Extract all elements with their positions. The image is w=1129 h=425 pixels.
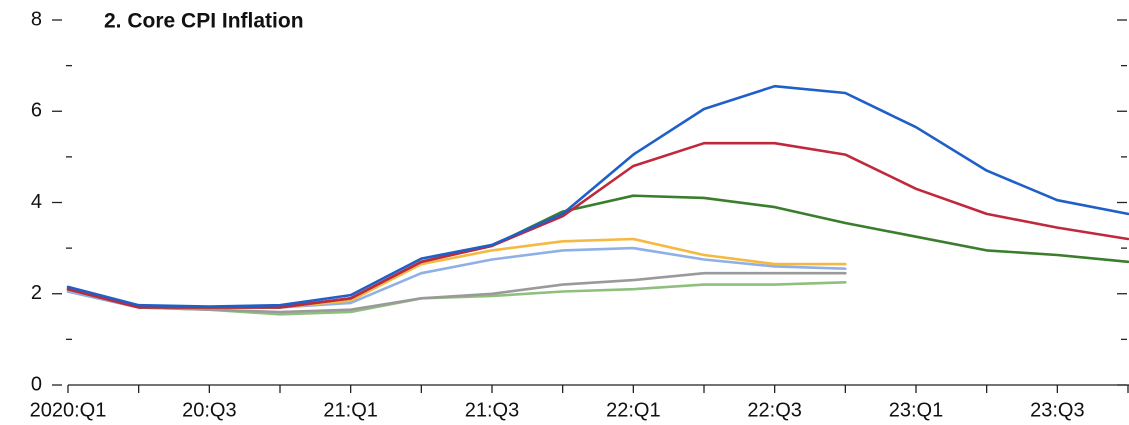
y-tick-label: 0 bbox=[31, 373, 42, 395]
x-tick-label: 23:Q1 bbox=[889, 399, 943, 421]
y-tick-label: 2 bbox=[31, 282, 42, 304]
x-tick-label: 21:Q3 bbox=[465, 399, 519, 421]
series-line bbox=[66, 271, 847, 314]
chart-title: 2. Core CPI Inflation bbox=[104, 10, 304, 33]
x-tick-label: 22:Q1 bbox=[606, 399, 660, 421]
x-tick-label: 2020:Q1 bbox=[30, 399, 107, 421]
y-tick-label: 6 bbox=[31, 100, 42, 122]
series-line bbox=[66, 84, 1129, 308]
x-tick-label: 21:Q1 bbox=[323, 399, 377, 421]
x-tick-label: 22:Q3 bbox=[747, 399, 801, 421]
y-tick-label: 8 bbox=[31, 8, 42, 30]
series-line bbox=[66, 141, 1129, 309]
x-tick-label: 23:Q3 bbox=[1030, 399, 1084, 421]
x-tick-label: 20:Q3 bbox=[182, 399, 236, 421]
y-tick-label: 4 bbox=[31, 191, 42, 213]
